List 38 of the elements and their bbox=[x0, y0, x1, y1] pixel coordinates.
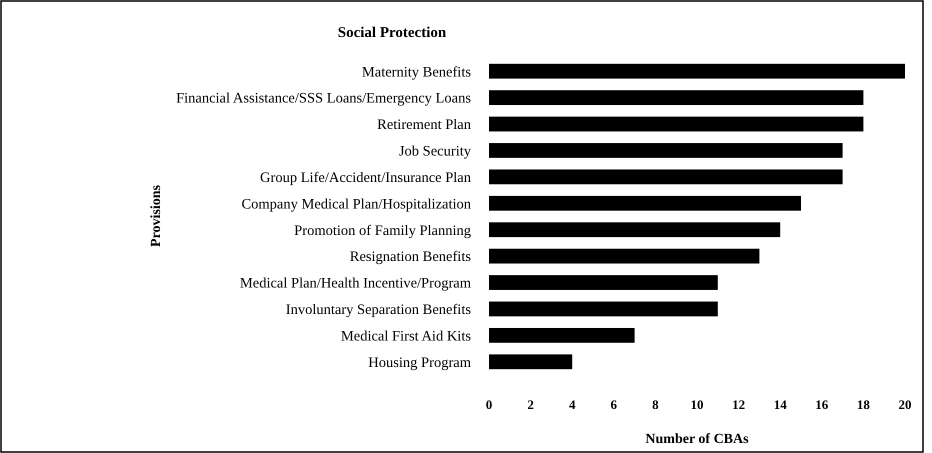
bar bbox=[489, 302, 718, 316]
x-tick-label: 18 bbox=[856, 397, 870, 412]
x-tick-label: 16 bbox=[815, 397, 829, 412]
y-tick-label: Financial Assistance/SSS Loans/Emergency Loans bbox=[176, 90, 472, 107]
bar bbox=[489, 354, 572, 370]
chart-title: Social Protection bbox=[338, 25, 447, 41]
x-tick-label: 2 bbox=[527, 397, 534, 412]
y-axis-title: Provisions bbox=[149, 184, 164, 247]
x-tick-label: 6 bbox=[610, 397, 618, 412]
x-tick-label: 0 bbox=[486, 397, 492, 412]
x-tick-label: 12 bbox=[732, 397, 746, 412]
bar bbox=[489, 196, 801, 211]
x-tick-label: 10 bbox=[690, 397, 704, 412]
bar bbox=[489, 90, 864, 106]
y-tick-label: Medical First Aid Kits bbox=[340, 328, 472, 344]
y-tick-label: Resignation Benefits bbox=[350, 249, 472, 266]
y-tick-label: Job Security bbox=[398, 144, 472, 160]
bar bbox=[489, 275, 718, 290]
x-tick-label: 14 bbox=[774, 397, 788, 412]
y-tick-label: Involuntary Separation Benefits bbox=[286, 302, 472, 318]
x-axis-title: Number of CBAs bbox=[645, 432, 750, 447]
bar bbox=[489, 143, 843, 158]
x-tick-label: 4 bbox=[568, 397, 576, 412]
y-tick-label: Company Medical Plan/Hospitalization bbox=[241, 196, 472, 212]
y-tick-label: Maternity Benefits bbox=[362, 64, 472, 80]
bar bbox=[489, 64, 905, 79]
x-tick-label: 8 bbox=[652, 397, 660, 412]
y-tick-label: Group Life/Accident/Insurance Plan bbox=[260, 170, 472, 186]
y-tick-label: Housing Program bbox=[368, 354, 472, 371]
bar bbox=[489, 116, 864, 132]
y-tick-label: Retirement Plan bbox=[377, 117, 472, 134]
bar bbox=[489, 248, 760, 264]
x-tick-label: 20 bbox=[898, 397, 912, 412]
y-tick-label: Promotion of Family Planning bbox=[294, 222, 471, 239]
bar bbox=[489, 169, 843, 184]
bar bbox=[489, 222, 780, 238]
y-tick-label: Medical Plan/Health Incentive/Program bbox=[240, 276, 472, 292]
bar bbox=[489, 328, 635, 343]
